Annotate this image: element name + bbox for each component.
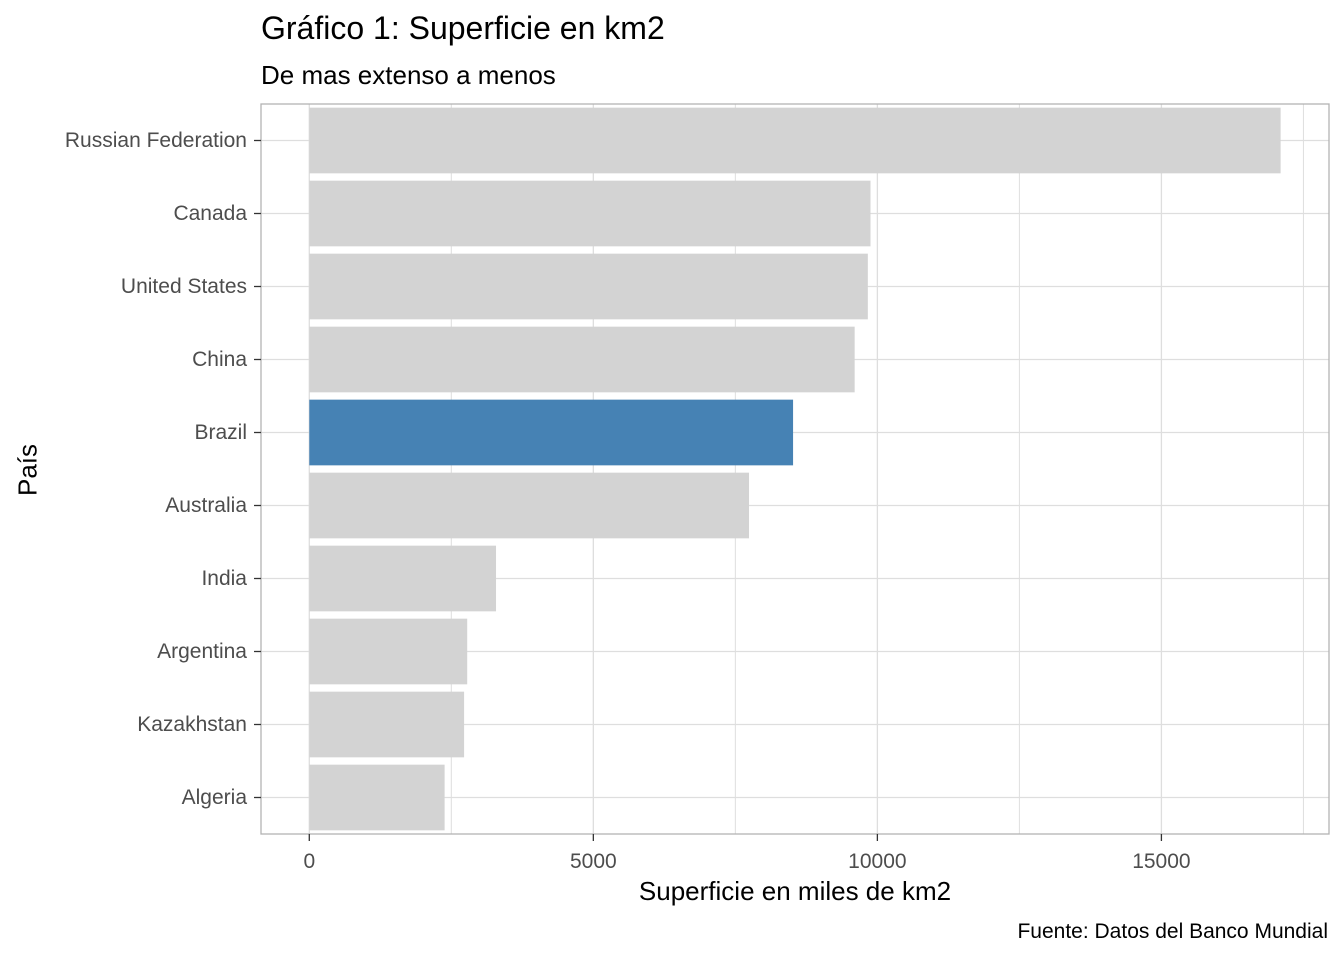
x-tick-label: 5000: [570, 850, 617, 873]
y-tick-label: China: [192, 348, 247, 371]
x-axis-label: Superficie en miles de km2: [638, 876, 952, 906]
y-tick-label: India: [201, 567, 247, 590]
y-axis-label: País: [12, 443, 43, 497]
panel-border: [260, 103, 1330, 835]
bar-united-states: [309, 253, 868, 320]
bar-brazil: [309, 399, 794, 466]
bar-kazakhstan: [309, 691, 465, 758]
y-tick-label: Canada: [173, 202, 247, 225]
x-tick-label: 10000: [848, 850, 906, 873]
bar-canada: [309, 180, 871, 247]
y-tick-label: Brazil: [194, 421, 247, 444]
bar-russian-federation: [309, 107, 1281, 174]
y-tick-label: Algeria: [182, 786, 248, 809]
y-tick-label: Kazakhstan: [137, 713, 247, 736]
y-tick-label: United States: [121, 275, 247, 298]
x-tick-label: 0: [303, 850, 315, 873]
bar-china: [309, 326, 855, 393]
bar-algeria: [309, 764, 445, 831]
y-tick-label: Russian Federation: [65, 129, 247, 152]
y-tick-label: Argentina: [157, 640, 247, 663]
bar-australia: [309, 472, 750, 539]
bar-india: [309, 545, 497, 612]
y-tick-label: Australia: [165, 494, 247, 517]
chart-title: Gráfico 1: Superficie en km2: [261, 10, 665, 46]
chart-subtitle: De mas extenso a menos: [261, 60, 556, 90]
x-tick-label: 15000: [1132, 850, 1190, 873]
chart-caption: Fuente: Datos del Banco Mundial: [1017, 920, 1328, 943]
bar-argentina: [309, 618, 468, 685]
